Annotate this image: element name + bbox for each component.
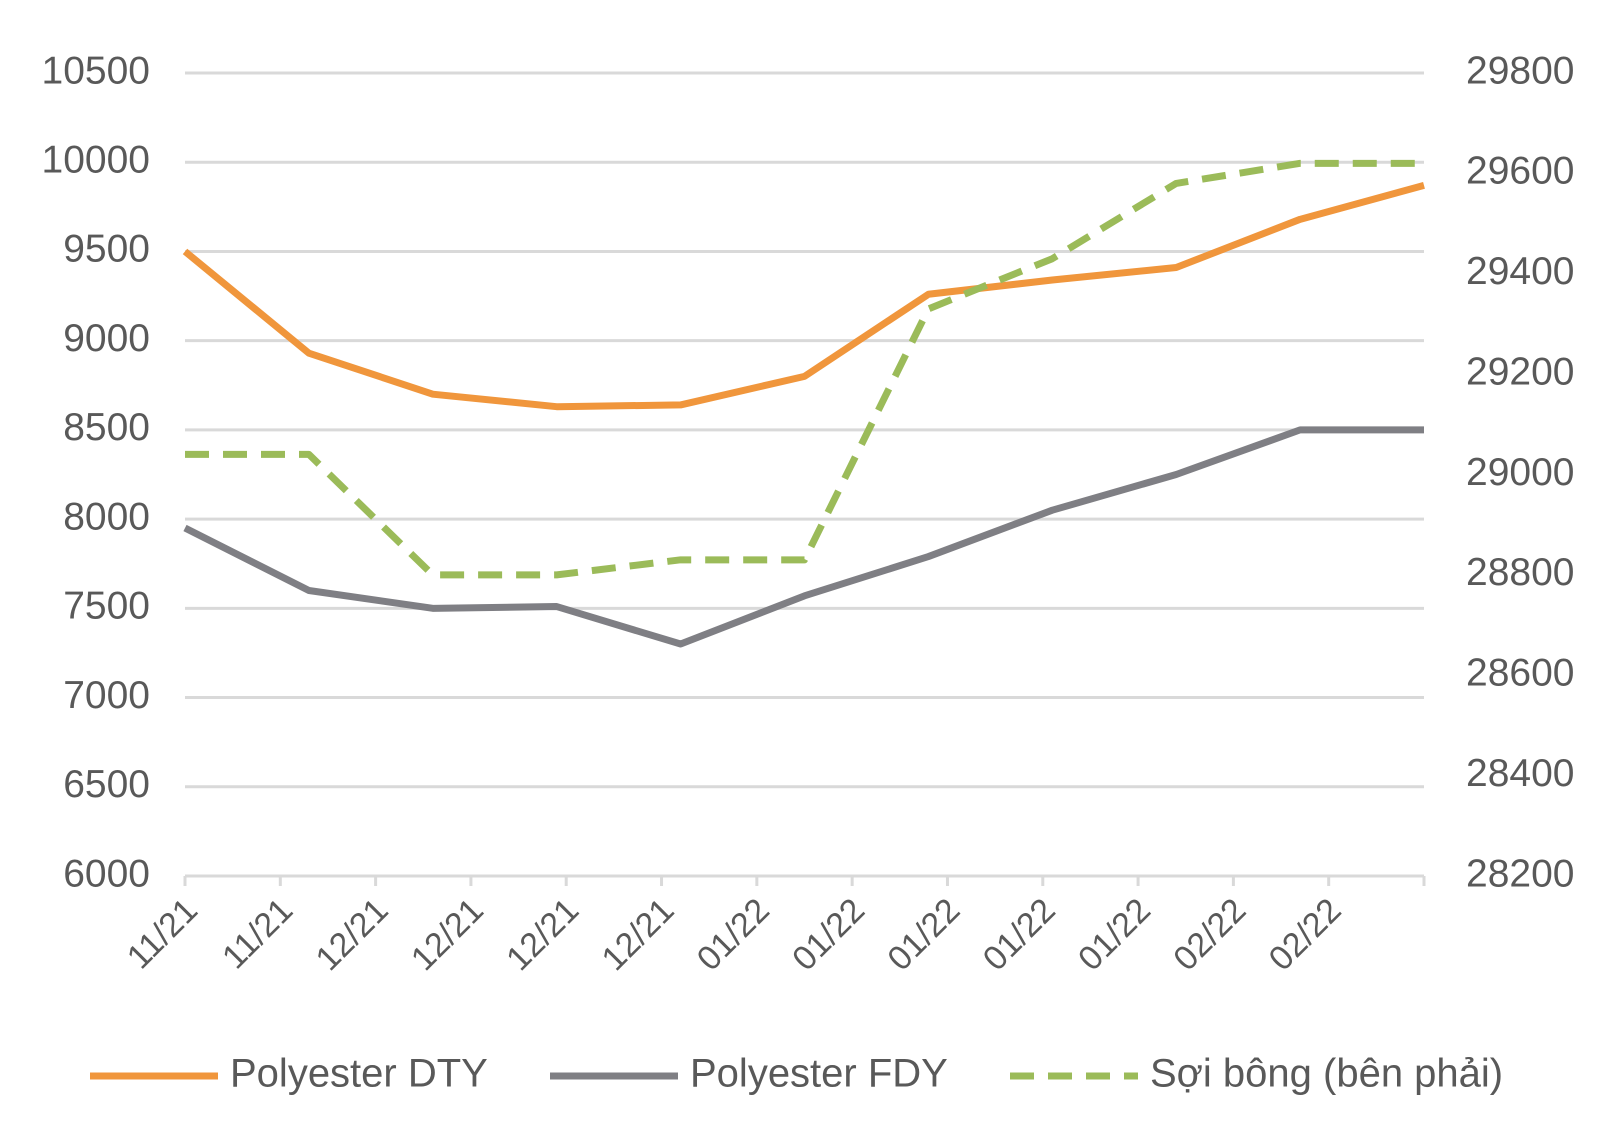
x-tick-label: 12/21: [309, 891, 396, 978]
x-tick-label: 01/22: [690, 891, 777, 978]
x-tick-label: 11/21: [120, 891, 205, 976]
series-line: [183, 426, 1424, 648]
y2-tick-label: 29400: [1466, 250, 1574, 293]
y-tick-label: 10500: [42, 49, 150, 92]
legend-label: Polyester FDY: [690, 1052, 948, 1096]
y2-tick-label: 29600: [1466, 150, 1574, 193]
x-tick-label: 01/22: [880, 891, 967, 978]
series-line: [185, 159, 1424, 579]
y2-tick-label: 28600: [1466, 652, 1574, 695]
series-line: [182, 182, 1425, 411]
y-tick-label: 7000: [63, 674, 150, 717]
y-tick-label: 9500: [63, 228, 150, 271]
y2-tick-label: 29000: [1466, 451, 1574, 494]
x-tick-label: 01/22: [976, 891, 1063, 978]
y-tick-label: 8500: [63, 406, 150, 449]
x-tick-label: 02/22: [1262, 891, 1349, 978]
y2-tick-label: 29200: [1466, 350, 1574, 393]
y2-tick-label: 28400: [1466, 752, 1574, 795]
y-tick-label: 6500: [63, 763, 150, 806]
x-tick-label: 12/21: [595, 891, 682, 978]
y2-tick-label: 28800: [1466, 551, 1574, 594]
legend-label: Sợi bông (bên phải): [1150, 1052, 1503, 1096]
legend-label: Polyester DTY: [230, 1052, 488, 1096]
x-tick-label: 12/21: [404, 891, 491, 978]
y-tick-label: 9000: [63, 317, 150, 360]
y-tick-label: 7500: [63, 585, 150, 628]
y-tick-label: 6000: [63, 852, 150, 895]
y-tick-label: 10000: [42, 139, 150, 182]
x-tick-label: 12/21: [499, 891, 586, 978]
x-tick-label: 02/22: [1166, 891, 1253, 978]
x-tick-label: 01/22: [785, 891, 872, 978]
y2-tick-label: 29800: [1466, 49, 1574, 92]
x-tick-label: 01/22: [1071, 891, 1158, 978]
x-tick-label: 11/21: [215, 891, 300, 976]
y-tick-label: 8000: [63, 495, 150, 538]
y2-tick-label: 28200: [1466, 852, 1574, 895]
